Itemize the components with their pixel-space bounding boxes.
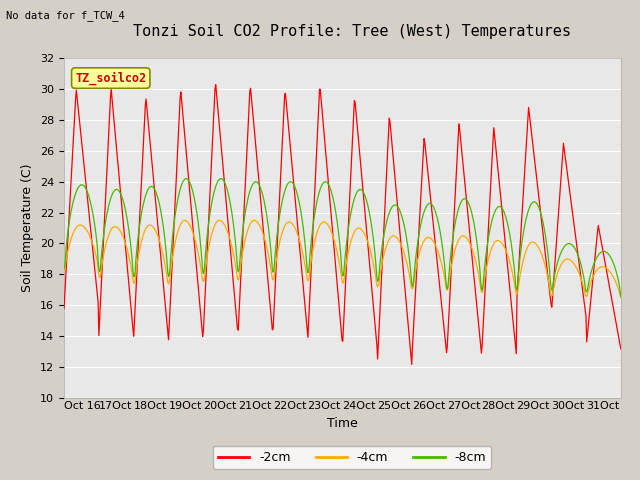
Text: Tonzi Soil CO2 Profile: Tree (West) Temperatures: Tonzi Soil CO2 Profile: Tree (West) Temp… xyxy=(133,24,571,39)
Text: No data for f_TCW_4: No data for f_TCW_4 xyxy=(6,10,125,21)
Legend: -2cm, -4cm, -8cm: -2cm, -4cm, -8cm xyxy=(213,446,491,469)
X-axis label: Time: Time xyxy=(327,417,358,430)
Y-axis label: Soil Temperature (C): Soil Temperature (C) xyxy=(22,164,35,292)
Text: TZ_soilco2: TZ_soilco2 xyxy=(75,72,147,85)
